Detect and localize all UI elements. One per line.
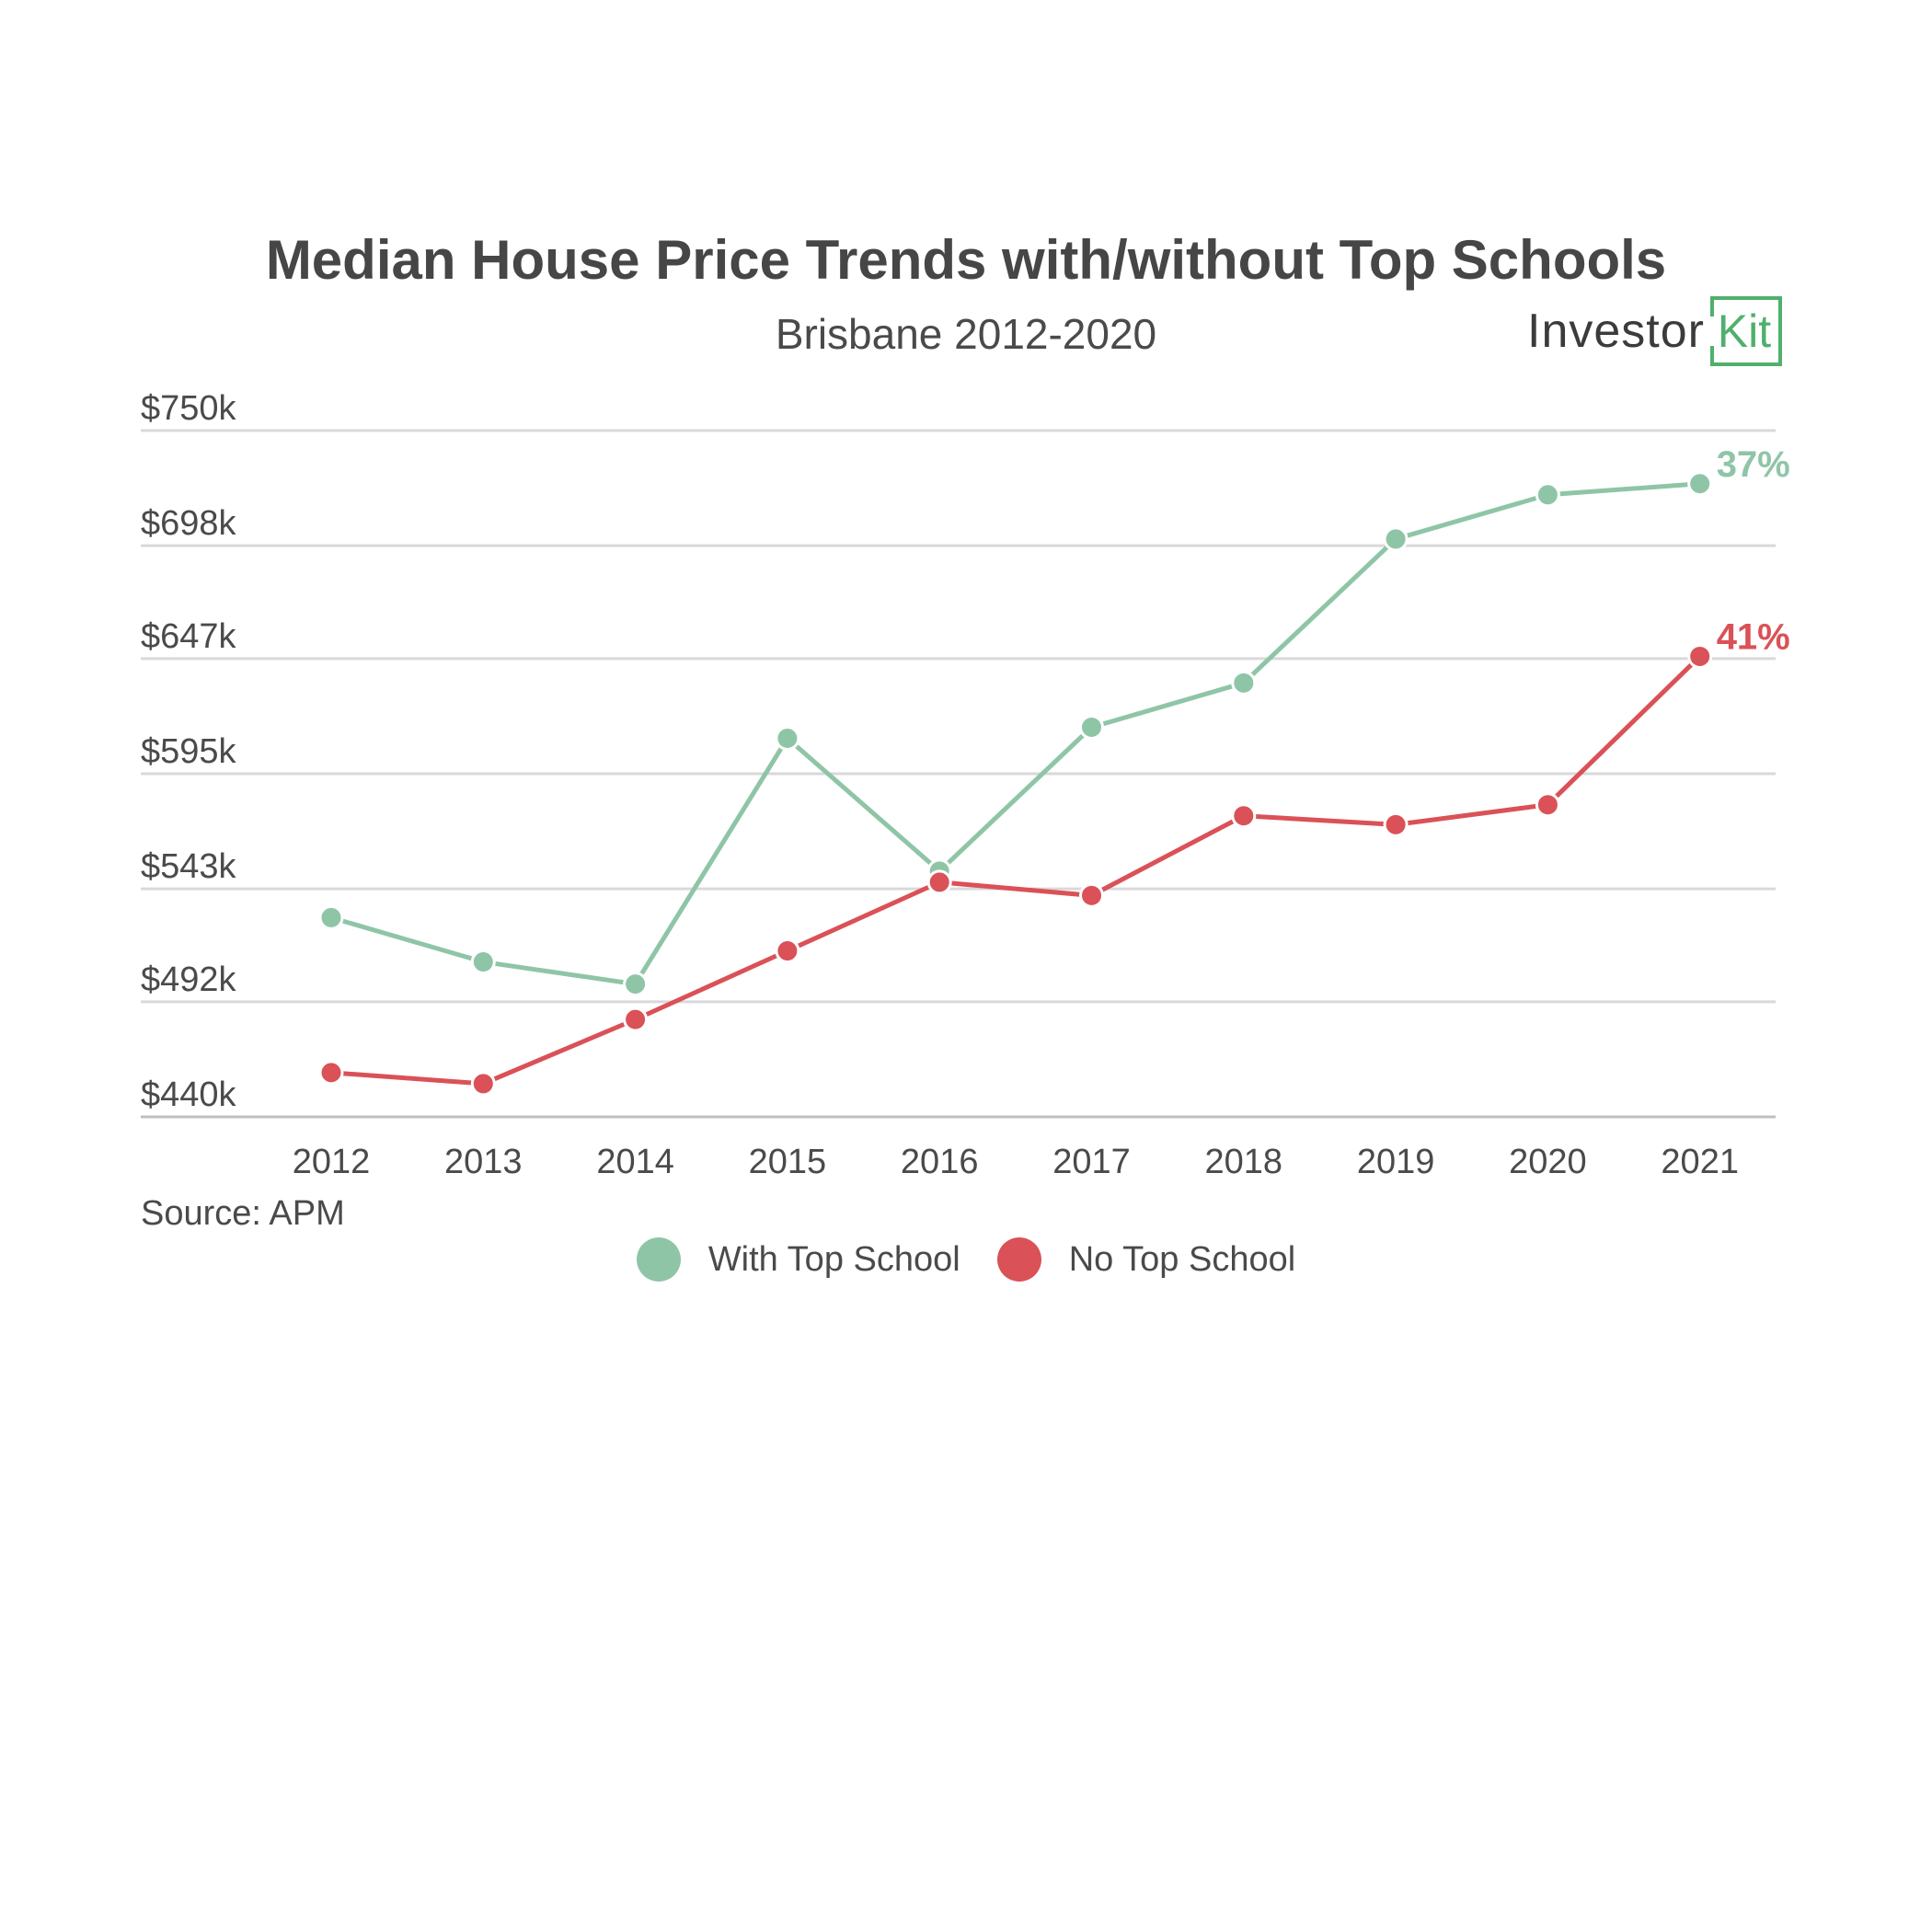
y-tick-label: $440k [141, 1075, 237, 1114]
y-tick-label: $595k [141, 732, 237, 771]
data-point [1079, 882, 1104, 908]
x-tick-label: 2012 [293, 1143, 371, 1181]
series-end-label: 41% [1717, 616, 1790, 657]
series-line [328, 653, 1703, 1087]
legend: With Top School No Top School [0, 1237, 1932, 1282]
investorkit-logo: Investor Kit [1527, 294, 1782, 368]
y-tick-label: $492k [141, 960, 237, 999]
legend-item-no-top-school[interactable]: No Top School [996, 1237, 1296, 1282]
x-tick-label: 2016 [901, 1143, 979, 1181]
source-note: Source: APM [141, 1194, 345, 1233]
data-point [1383, 526, 1409, 552]
legend-label-with-top-school: With Top School [707, 1239, 960, 1279]
series-end-label: 37% [1717, 444, 1790, 485]
x-tick-label: 2015 [749, 1143, 827, 1181]
data-point [1687, 643, 1713, 669]
data-point [318, 1060, 344, 1086]
y-tick-label: $750k [141, 389, 237, 428]
data-point [623, 972, 649, 997]
y-tick-label: $647k [141, 617, 237, 656]
y-tick-label: $543k [141, 847, 237, 886]
data-point [1687, 471, 1713, 497]
data-point [775, 725, 800, 751]
y-tick-label: $698k [141, 504, 237, 543]
legend-swatch-no-top-school [996, 1237, 1041, 1282]
x-tick-label: 2018 [1205, 1143, 1283, 1181]
data-point [623, 1006, 649, 1032]
x-tick-label: 2017 [1052, 1143, 1131, 1181]
data-point [1079, 714, 1104, 740]
data-point [470, 1071, 496, 1097]
series-line [328, 481, 1703, 987]
data-point [775, 938, 800, 964]
legend-item-with-top-school[interactable]: With Top School [636, 1237, 960, 1282]
x-tick-label: 2021 [1661, 1143, 1739, 1181]
data-point [1535, 482, 1560, 508]
data-point [1231, 803, 1257, 829]
data-point [318, 904, 344, 930]
x-tick-label: 2020 [1509, 1143, 1587, 1181]
x-tick-label: 2013 [444, 1143, 523, 1181]
data-point [470, 949, 496, 975]
legend-swatch-with-top-school [636, 1237, 681, 1282]
x-tick-label: 2019 [1357, 1143, 1435, 1181]
chart-subtitle: Brisbane 2012-2020 [775, 310, 1157, 358]
x-tick-label: 2014 [596, 1143, 674, 1181]
data-point [926, 869, 952, 895]
data-point [1383, 811, 1409, 837]
chart-title: Median House Price Trends with/without T… [265, 229, 1667, 291]
data-point [1535, 792, 1560, 818]
logo-kit-mark: Kit [1709, 296, 1782, 366]
logo-wordmark: Investor [1527, 305, 1705, 358]
legend-label-no-top-school: No Top School [1068, 1239, 1296, 1279]
data-point [1231, 670, 1257, 696]
